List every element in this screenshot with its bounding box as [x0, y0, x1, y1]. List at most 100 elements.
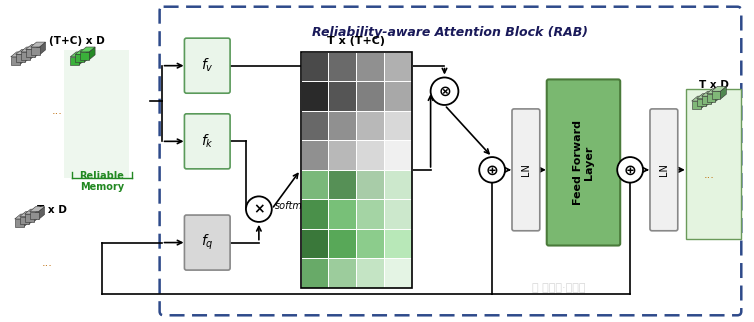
Bar	[301, 111, 328, 140]
FancyBboxPatch shape	[185, 114, 230, 169]
Bar	[301, 258, 328, 288]
Polygon shape	[11, 57, 20, 65]
Bar	[384, 111, 412, 140]
Polygon shape	[80, 47, 95, 52]
Bar	[384, 81, 412, 111]
Polygon shape	[706, 89, 722, 94]
Text: ...: ...	[704, 170, 715, 180]
Bar	[328, 111, 356, 140]
Bar	[384, 52, 412, 81]
Polygon shape	[691, 101, 700, 109]
Polygon shape	[75, 50, 90, 54]
FancyBboxPatch shape	[512, 109, 540, 231]
Bar	[301, 52, 328, 81]
Polygon shape	[25, 50, 31, 62]
Text: T x (T+C): T x (T+C)	[327, 36, 385, 46]
Bar	[356, 52, 384, 81]
Polygon shape	[25, 214, 33, 222]
Text: ...: ...	[52, 106, 63, 116]
Bar	[384, 170, 412, 199]
Polygon shape	[20, 52, 29, 60]
Bar	[301, 52, 412, 288]
Polygon shape	[701, 91, 716, 96]
Polygon shape	[29, 212, 35, 224]
Bar	[356, 140, 384, 170]
Bar	[384, 258, 412, 288]
FancyBboxPatch shape	[547, 80, 621, 245]
Text: Reliable
Memory: Reliable Memory	[80, 171, 124, 193]
Polygon shape	[70, 57, 79, 65]
Polygon shape	[84, 50, 90, 62]
Text: Reliability-aware Attention Block (RAB): Reliability-aware Attention Block (RAB)	[312, 26, 588, 39]
Polygon shape	[716, 89, 722, 101]
Circle shape	[480, 157, 505, 183]
Polygon shape	[16, 54, 25, 62]
Circle shape	[618, 157, 643, 183]
Polygon shape	[33, 209, 39, 222]
Polygon shape	[20, 47, 35, 52]
Text: ⊕: ⊕	[624, 162, 636, 177]
Bar	[301, 81, 328, 111]
Polygon shape	[721, 86, 726, 99]
Polygon shape	[706, 94, 716, 101]
Bar	[356, 81, 384, 111]
Bar	[356, 199, 384, 229]
Polygon shape	[20, 212, 35, 216]
Polygon shape	[710, 91, 716, 104]
Polygon shape	[701, 96, 710, 104]
Text: softmax: softmax	[274, 201, 314, 211]
Text: (T+C) x D: (T+C) x D	[49, 36, 105, 46]
Bar	[301, 229, 328, 258]
Polygon shape	[25, 209, 39, 214]
FancyBboxPatch shape	[185, 215, 230, 270]
Polygon shape	[26, 44, 41, 50]
Text: ⊗: ⊗	[438, 84, 451, 99]
Polygon shape	[697, 99, 706, 107]
Text: LN: LN	[521, 163, 531, 176]
Text: ⊕: ⊕	[486, 162, 498, 177]
Polygon shape	[20, 52, 26, 65]
Text: T x D: T x D	[698, 80, 728, 90]
Polygon shape	[700, 96, 706, 109]
Text: Feed Forward
Layer: Feed Forward Layer	[573, 120, 594, 205]
Polygon shape	[23, 214, 29, 227]
Polygon shape	[89, 47, 95, 60]
Bar	[328, 140, 356, 170]
Polygon shape	[39, 42, 45, 55]
Polygon shape	[31, 42, 45, 47]
Bar	[356, 170, 384, 199]
Bar	[384, 140, 412, 170]
Bar	[356, 111, 384, 140]
Polygon shape	[75, 54, 84, 62]
Bar	[301, 170, 328, 199]
Polygon shape	[691, 96, 706, 101]
Text: $f_k$: $f_k$	[201, 133, 213, 150]
Bar	[328, 258, 356, 288]
Polygon shape	[79, 52, 85, 65]
Text: ...: ...	[42, 258, 53, 268]
Polygon shape	[26, 50, 35, 57]
Text: $f_v$: $f_v$	[201, 57, 213, 74]
Text: LN: LN	[659, 163, 669, 176]
Bar	[356, 258, 384, 288]
Bar	[328, 52, 356, 81]
Polygon shape	[712, 86, 726, 91]
Bar	[301, 199, 328, 229]
Polygon shape	[697, 94, 712, 99]
Bar	[328, 199, 356, 229]
Polygon shape	[29, 47, 35, 60]
Bar	[301, 140, 328, 170]
Polygon shape	[20, 216, 29, 224]
Circle shape	[246, 196, 271, 222]
Text: T x D: T x D	[38, 205, 67, 215]
Polygon shape	[14, 219, 23, 227]
Bar	[384, 229, 412, 258]
Bar	[356, 229, 384, 258]
Polygon shape	[712, 91, 721, 99]
Text: ×: ×	[253, 202, 265, 216]
Polygon shape	[80, 52, 89, 60]
Bar	[328, 229, 356, 258]
FancyBboxPatch shape	[64, 50, 129, 178]
Bar	[384, 199, 412, 229]
Circle shape	[431, 78, 458, 105]
